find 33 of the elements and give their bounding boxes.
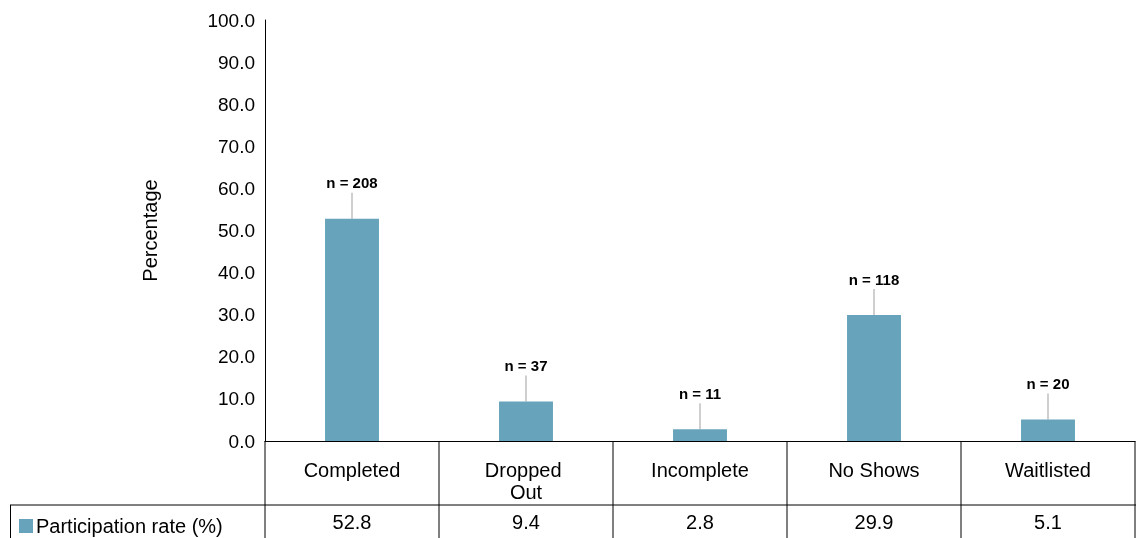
y-tick-label: 70.0: [218, 135, 255, 157]
y-tick-label: 60.0: [218, 177, 255, 199]
annotation: n = 118: [848, 270, 900, 288]
data-label: 9.4: [512, 510, 540, 533]
y-tick-label: 50.0: [218, 220, 255, 241]
data-label: 5.1: [1034, 510, 1062, 533]
y-tick-label: 90.0: [218, 51, 255, 73]
annotation: n = 37: [504, 356, 548, 374]
data-label: 2.8: [686, 510, 714, 533]
y-tick-label: 0.0: [228, 430, 255, 452]
annotation: n = 208: [326, 174, 378, 192]
bar: [1021, 419, 1075, 441]
y-tick-label: 100.0: [207, 9, 255, 31]
y-tick-label: 40.0: [218, 262, 255, 284]
y-axis-title: Percentage: [139, 179, 161, 282]
x-tick-label: No Shows: [828, 459, 920, 481]
legend-label: Participation rate (%): [36, 515, 223, 537]
y-tick-label: 80.0: [218, 93, 255, 115]
bar: [499, 401, 553, 441]
x-tick-label: Dropped Out: [484, 459, 568, 503]
x-tick-label: Waitlisted: [1005, 459, 1091, 481]
bar: [847, 315, 901, 441]
bar: [325, 218, 379, 441]
y-tick-label: 10.0: [218, 388, 255, 410]
y-tick-label: 30.0: [218, 304, 255, 326]
y-tick-label: 20.0: [218, 346, 255, 368]
annotation: n = 11: [678, 384, 722, 402]
x-tick-label: Incomplete: [651, 459, 749, 481]
data-label: 52.8: [332, 510, 372, 533]
annotation: n = 20: [1026, 375, 1070, 393]
bar: [673, 429, 727, 441]
x-tick-label: Completed: [303, 459, 401, 481]
data-label: 29.9: [854, 510, 894, 533]
